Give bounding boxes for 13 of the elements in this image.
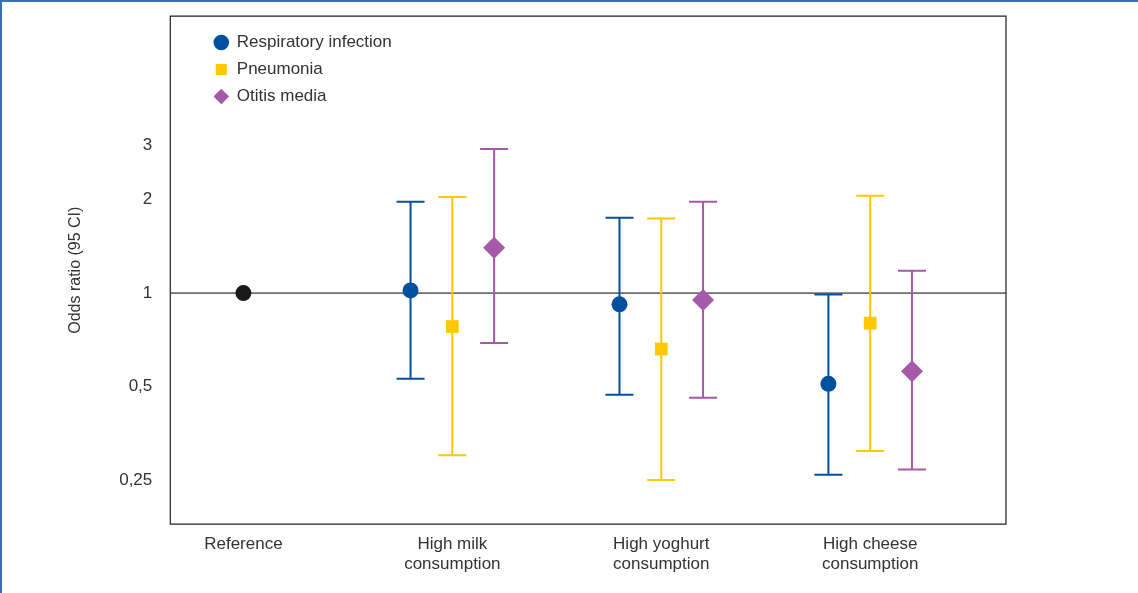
x-tick-label: High milk consumption [404,534,501,574]
legend-label: Pneumonia [236,59,324,79]
y-tick-label: 1 [142,282,153,302]
x-tick-label: High yoghurt consumption [613,534,710,574]
y-axis-title: Odds ratio (95 CI) [66,206,84,334]
y-tick-label: 0,5 [128,376,153,396]
legend-label: Otitis media [236,86,328,106]
legend-label: Respiratory infection [236,32,392,52]
x-tick-label: Reference [204,534,283,554]
x-tick-label: High cheese consumption [822,534,919,574]
y-tick-label: 3 [142,134,153,154]
y-tick-label: 0,25 [119,469,153,489]
y-tick-label: 2 [142,189,153,209]
